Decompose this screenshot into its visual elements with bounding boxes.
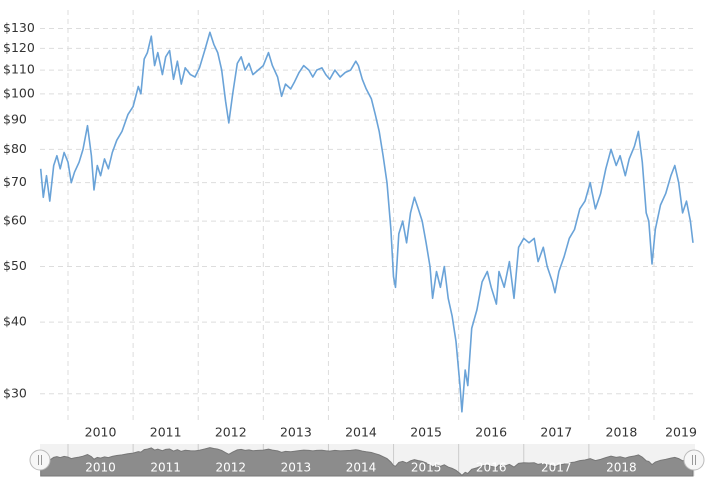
price-line (39, 31, 694, 413)
navigator-label: 2012 (215, 461, 246, 475)
x-tick-label: 2014 (345, 425, 377, 440)
y-tick-label: $40 (3, 314, 27, 329)
navigator: 2010 2011 2012 2013 2014 2015 2016 2017 2018 (40, 444, 694, 477)
navigator-label: 2011 (150, 461, 181, 475)
navigator-label: 2016 (476, 461, 507, 475)
navigator-label: 2014 (346, 461, 377, 475)
x-tick-label: 2013 (280, 425, 312, 440)
handle[interactable] (29, 449, 51, 471)
navigator-label: 2017 (541, 461, 572, 475)
y-tick-label: $120 (3, 40, 35, 55)
navigator-area (40, 447, 694, 477)
x-tick-label: 2012 (215, 425, 247, 440)
x-tick-label: 2016 (475, 425, 507, 440)
y-tick-label: $130 (3, 20, 35, 35)
x-tick-label: 2015 (410, 425, 442, 440)
x-tick-label: 2018 (606, 425, 638, 440)
navigator-handle-left[interactable] (29, 449, 51, 471)
x-tick-label: 2010 (85, 425, 117, 440)
x-tick-label: 2011 (150, 425, 182, 440)
y-tick-label: $110 (3, 62, 35, 77)
y-tick-label: $30 (3, 385, 27, 400)
x-tick-label: 2017 (540, 425, 572, 440)
navigator-handle-right[interactable] (683, 449, 705, 471)
y-tick-label: $70 (3, 174, 27, 189)
navigator-label: 2010 (85, 461, 116, 475)
x-tick-label: 2019 (665, 425, 697, 440)
navigator-label: 2018 (606, 461, 637, 475)
y-tick-label: $90 (3, 112, 27, 127)
y-tick-label: $80 (3, 141, 27, 156)
navigator-label: 2013 (281, 461, 312, 475)
y-tick-label: $60 (3, 213, 27, 228)
handle[interactable] (683, 449, 705, 471)
y-tick-label: $100 (3, 85, 35, 100)
navigator-label: 2015 (411, 461, 442, 475)
y-tick-label: $50 (3, 258, 27, 273)
